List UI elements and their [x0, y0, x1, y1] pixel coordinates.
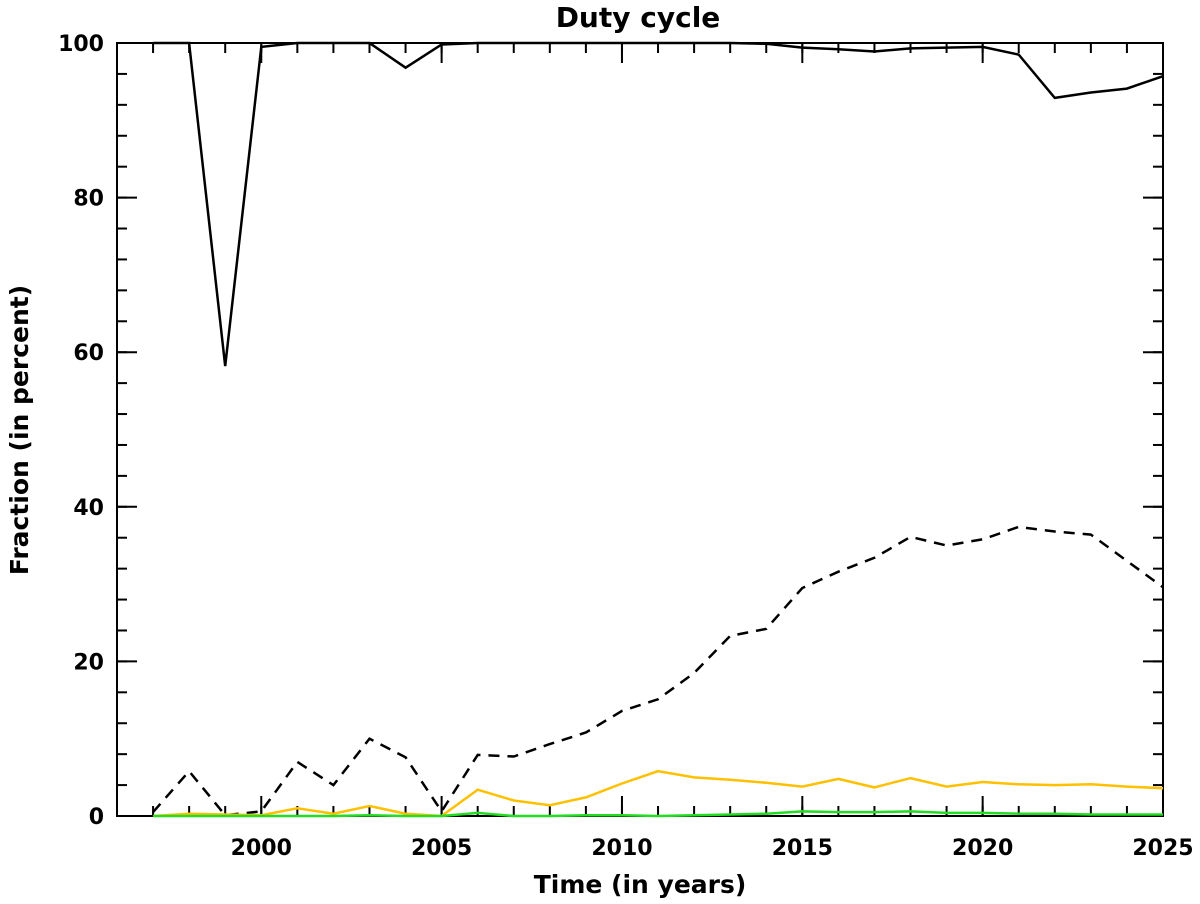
- series-green: [153, 810, 1163, 818]
- series-dashed-black: [152, 525, 1164, 817]
- chart-title: Duty cycle: [556, 1, 721, 34]
- y-tick-label: 20: [73, 650, 104, 675]
- x-tick-label: 2005: [411, 836, 472, 861]
- x-tick-labels: 2000 2005 2010 2015 2020 2025: [231, 836, 1194, 861]
- series-lines: [152, 41, 1164, 818]
- major-ticks: [117, 42, 1164, 817]
- y-tick-label: 0: [89, 805, 104, 830]
- x-tick-label: 2025: [1132, 836, 1193, 861]
- y-tick-label: 80: [73, 187, 104, 212]
- x-axis-title: Time (in years): [534, 870, 747, 899]
- minor-ticks: [116, 42, 1164, 817]
- y-tick-labels: 0 20 40 60 80 100: [58, 32, 104, 830]
- x-tick-label: 2015: [772, 836, 833, 861]
- y-tick-label: 100: [58, 32, 104, 57]
- x-tick-label: 2020: [952, 836, 1013, 861]
- y-tick-label: 40: [73, 496, 104, 521]
- y-tick-label: 60: [73, 341, 104, 366]
- x-tick-label: 2000: [231, 836, 292, 861]
- y-axis-title: Fraction (in percent): [5, 285, 34, 575]
- x-tick-label: 2010: [591, 836, 652, 861]
- series-solid-black: [153, 41, 1164, 367]
- plot-frame: [116, 42, 1164, 817]
- series-yellow: [153, 769, 1164, 818]
